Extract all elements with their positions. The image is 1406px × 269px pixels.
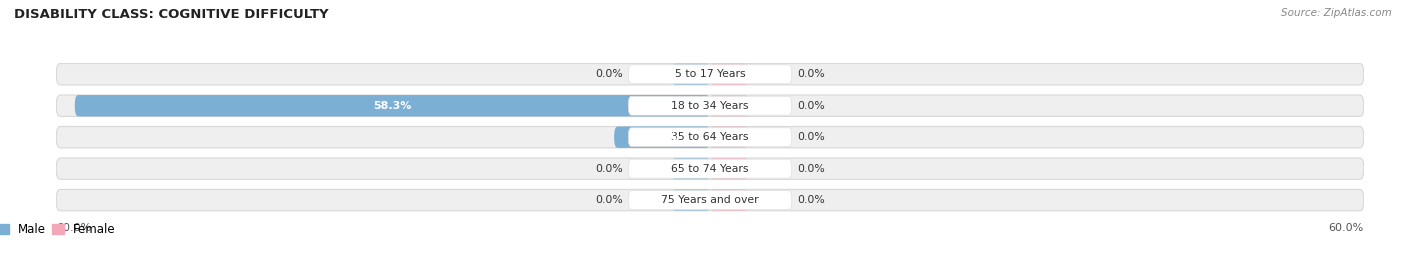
- FancyBboxPatch shape: [710, 63, 748, 85]
- Text: 75 Years and over: 75 Years and over: [661, 195, 759, 205]
- FancyBboxPatch shape: [75, 95, 710, 116]
- FancyBboxPatch shape: [628, 65, 792, 84]
- Text: 0.0%: 0.0%: [797, 195, 825, 205]
- Text: 0.0%: 0.0%: [595, 164, 623, 174]
- Text: 0.0%: 0.0%: [797, 164, 825, 174]
- FancyBboxPatch shape: [710, 158, 748, 179]
- Text: 35 to 64 Years: 35 to 64 Years: [671, 132, 749, 142]
- Text: 18 to 34 Years: 18 to 34 Years: [671, 101, 749, 111]
- FancyBboxPatch shape: [56, 158, 1364, 179]
- FancyBboxPatch shape: [672, 158, 710, 179]
- FancyBboxPatch shape: [710, 126, 748, 148]
- Text: 65 to 74 Years: 65 to 74 Years: [671, 164, 749, 174]
- FancyBboxPatch shape: [628, 96, 792, 115]
- Text: Source: ZipAtlas.com: Source: ZipAtlas.com: [1281, 8, 1392, 18]
- FancyBboxPatch shape: [628, 191, 792, 210]
- Text: 8.8%: 8.8%: [647, 132, 678, 142]
- Text: 5 to 17 Years: 5 to 17 Years: [675, 69, 745, 79]
- FancyBboxPatch shape: [628, 128, 792, 147]
- FancyBboxPatch shape: [56, 63, 1364, 85]
- Text: 0.0%: 0.0%: [797, 69, 825, 79]
- Text: 0.0%: 0.0%: [595, 69, 623, 79]
- Text: DISABILITY CLASS: COGNITIVE DIFFICULTY: DISABILITY CLASS: COGNITIVE DIFFICULTY: [14, 8, 329, 21]
- Legend: Male, Female: Male, Female: [0, 223, 115, 236]
- FancyBboxPatch shape: [56, 95, 1364, 116]
- FancyBboxPatch shape: [56, 189, 1364, 211]
- FancyBboxPatch shape: [614, 126, 710, 148]
- FancyBboxPatch shape: [672, 63, 710, 85]
- Text: 58.3%: 58.3%: [373, 101, 412, 111]
- FancyBboxPatch shape: [56, 126, 1364, 148]
- FancyBboxPatch shape: [710, 189, 748, 211]
- FancyBboxPatch shape: [672, 189, 710, 211]
- FancyBboxPatch shape: [710, 95, 748, 116]
- Text: 0.0%: 0.0%: [797, 101, 825, 111]
- FancyBboxPatch shape: [628, 159, 792, 178]
- Text: 0.0%: 0.0%: [797, 132, 825, 142]
- Text: 60.0%: 60.0%: [1329, 223, 1364, 233]
- Text: 0.0%: 0.0%: [595, 195, 623, 205]
- Text: 60.0%: 60.0%: [56, 223, 91, 233]
